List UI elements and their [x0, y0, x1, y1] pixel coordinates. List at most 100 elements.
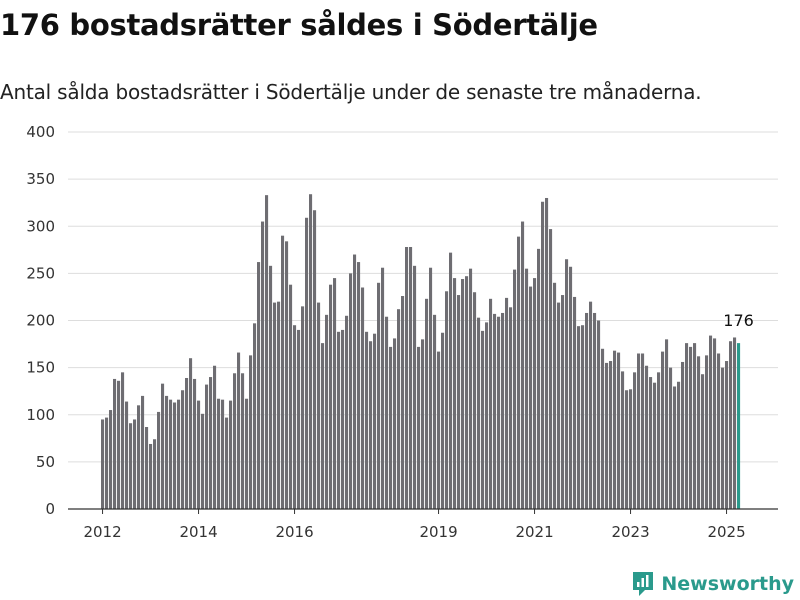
bar	[653, 382, 657, 509]
bar	[681, 361, 685, 509]
bar	[589, 301, 593, 509]
bar	[641, 353, 645, 509]
bar	[617, 352, 621, 509]
bar	[201, 413, 205, 509]
bar	[729, 341, 733, 509]
bar	[493, 313, 497, 509]
bar	[609, 361, 613, 509]
bar-highlighted	[737, 343, 741, 509]
bar	[393, 338, 397, 509]
bar	[157, 411, 161, 509]
bar	[237, 352, 241, 509]
y-tick-label: 350	[26, 170, 55, 188]
bar	[533, 278, 537, 509]
bar	[285, 241, 289, 509]
bar	[565, 259, 569, 509]
bar	[673, 386, 677, 509]
bar	[153, 439, 157, 509]
bar	[121, 372, 125, 509]
bar	[353, 254, 357, 509]
bar	[517, 236, 521, 509]
x-tick-label: 2023	[611, 523, 649, 541]
bar	[269, 265, 273, 509]
bar	[625, 390, 629, 509]
bar	[241, 373, 245, 509]
bar	[469, 268, 473, 509]
bar	[445, 291, 449, 509]
bar	[109, 410, 113, 509]
bar	[629, 389, 633, 509]
bar	[245, 398, 249, 509]
bar	[429, 267, 433, 509]
y-tick-label: 150	[26, 359, 55, 377]
bar	[701, 374, 705, 509]
bar	[409, 246, 413, 510]
bar	[413, 265, 417, 509]
bar	[197, 400, 201, 509]
bar	[233, 373, 237, 509]
bar	[605, 362, 609, 509]
bar	[249, 355, 253, 509]
bar	[577, 326, 581, 509]
bar	[721, 367, 725, 510]
bar	[145, 427, 149, 509]
bar	[457, 295, 461, 509]
bar	[261, 221, 265, 509]
bar	[661, 351, 665, 509]
bar	[313, 210, 317, 509]
bar	[537, 248, 541, 509]
bar	[229, 400, 233, 509]
bar	[177, 399, 181, 509]
bar	[341, 329, 345, 509]
bar	[289, 284, 293, 509]
x-tick-label: 2025	[707, 523, 745, 541]
y-tick-label: 100	[26, 406, 55, 424]
bar	[525, 268, 529, 509]
bar	[509, 307, 513, 509]
bar	[169, 399, 173, 509]
bar	[305, 217, 309, 509]
bar	[665, 339, 669, 509]
bar	[685, 343, 689, 509]
bar	[309, 194, 313, 509]
bar	[513, 269, 517, 509]
bar	[569, 266, 573, 509]
bar	[193, 378, 197, 509]
bar	[441, 332, 445, 509]
bar	[369, 341, 373, 509]
bar	[453, 278, 457, 509]
bar	[325, 314, 329, 509]
x-tick-label: 2016	[275, 523, 313, 541]
brand-logo[interactable]: Newsworthy	[631, 568, 794, 600]
bar	[557, 302, 561, 509]
bar	[677, 381, 681, 509]
bar	[397, 309, 401, 509]
bar	[613, 350, 617, 509]
x-axis-labels: 2012 2014 2016 2019 2021 2023 2025	[83, 523, 745, 541]
y-tick-label: 200	[26, 312, 55, 330]
bar	[361, 287, 365, 509]
bar	[265, 195, 269, 509]
bar	[357, 262, 361, 509]
bar	[637, 353, 641, 509]
bar	[297, 329, 301, 509]
chart-subtitle: Antal sålda bostadsrätter i Södertälje u…	[0, 80, 702, 104]
y-tick-label: 300	[26, 217, 55, 235]
bar	[221, 399, 225, 509]
bar	[105, 417, 109, 509]
bar	[541, 201, 545, 509]
bar	[709, 335, 713, 509]
bar	[417, 346, 421, 509]
x-tick-label: 2021	[515, 523, 553, 541]
bar	[149, 443, 153, 509]
bar	[317, 302, 321, 509]
bar	[213, 365, 217, 509]
bar	[529, 286, 533, 509]
bar	[705, 355, 709, 509]
bar	[381, 267, 385, 509]
bar	[161, 383, 165, 509]
bar	[401, 296, 405, 509]
bar	[337, 331, 341, 509]
bar	[585, 312, 589, 509]
bar	[693, 343, 697, 509]
